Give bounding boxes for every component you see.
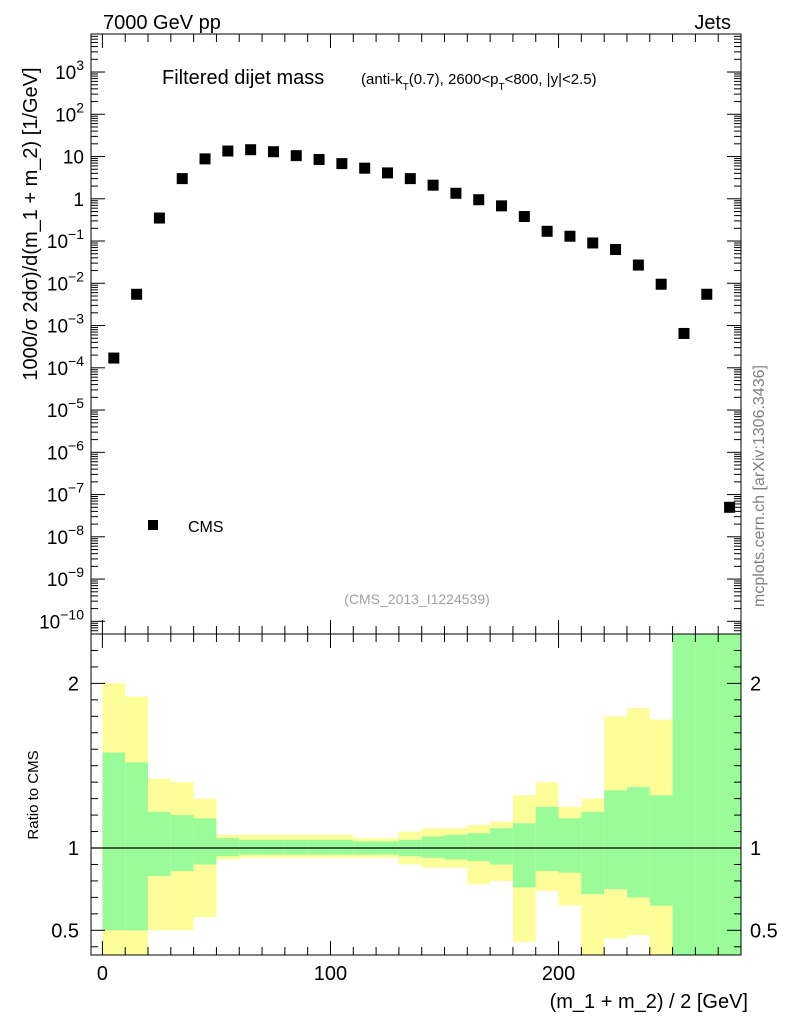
data-point (496, 200, 508, 212)
data-point (336, 158, 348, 170)
x-axis: 0 100 200 (97, 34, 742, 985)
data-point (222, 145, 234, 157)
y-tick-label: 1 (73, 190, 84, 211)
green-band-bin (284, 839, 308, 855)
main-y-axis: 10310210110−110−210−310−410−510−610−710−… (39, 35, 741, 633)
data-point (290, 150, 302, 162)
y-tick-label: 10−9 (47, 564, 84, 591)
y-tick-label: 10−7 (47, 480, 84, 507)
plot-title-main: Filtered dijet mass (162, 67, 324, 89)
green-band-bin (170, 815, 194, 872)
green-band-bin (695, 634, 719, 955)
data-points (108, 144, 736, 513)
green-band-bin (239, 839, 263, 855)
green-band-bin (558, 818, 582, 873)
y-tick-label: 10 (63, 148, 84, 169)
green-band-bin (262, 839, 285, 855)
x-axis-label: (m_1 + m_2) / 2 [GeV] (550, 991, 748, 1013)
data-point (678, 327, 690, 339)
data-point (427, 179, 439, 191)
header-category: Jets (694, 12, 731, 34)
plot-title-sub: (anti-kT(0.7), 2600<pT<800, |y|<2.5) (361, 71, 597, 93)
green-band-bin (512, 823, 536, 888)
green-band-bin (581, 811, 605, 895)
y-tick-label: 10−3 (47, 311, 84, 338)
green-band-bin (148, 811, 171, 876)
y-tick-label: 10−4 (47, 353, 84, 380)
data-point (131, 288, 143, 300)
data-point (381, 167, 393, 179)
y-tick-label: 10−8 (47, 522, 84, 549)
x-tick-label: 200 (542, 963, 575, 985)
data-point (245, 144, 257, 156)
x-tick-label: 0 (97, 963, 108, 985)
data-point (587, 237, 599, 249)
y-tick-label: 10−2 (47, 268, 84, 295)
y-axis-label: 1000/σ 2dσ)/d(m_1 + m_2) [1/GeV] (20, 67, 42, 380)
green-band-bin (330, 839, 354, 855)
data-point (267, 146, 279, 158)
green-band-bin (102, 752, 126, 931)
data-point (610, 244, 622, 256)
ratio-y-axis: 2 2 1 1 0.5 0.5 (51, 633, 778, 948)
data-point (655, 278, 667, 290)
data-point (176, 173, 188, 185)
ratio-y-tick-label: 0.5 (51, 920, 79, 942)
green-band-bin (649, 795, 673, 906)
plot-title: Filtered dijet mass (162, 67, 324, 89)
green-band-bin (467, 833, 491, 862)
data-point (632, 259, 644, 271)
data-point (450, 187, 462, 199)
legend-marker (148, 520, 158, 530)
data-point (153, 212, 165, 224)
green-band-bin (672, 634, 696, 955)
green-band-bin (626, 787, 650, 898)
green-band-bin (307, 839, 331, 855)
ratio-y-tick-label: 2 (68, 673, 79, 695)
ratio-plot-frame (90, 633, 742, 956)
ratio-y-axis-label: Ratio to CMS (25, 750, 42, 839)
header-energy: 7000 GeV pp (103, 12, 221, 34)
data-point (724, 501, 736, 513)
y-tick-label: 10−6 (47, 437, 84, 464)
green-band-bin (535, 806, 559, 872)
main-plot-frame (90, 33, 742, 635)
ratio-y-tick-label-right: 0.5 (750, 920, 778, 942)
data-point (359, 162, 371, 174)
y-tick-label: 10−10 (39, 606, 84, 633)
green-band-bin (718, 634, 741, 955)
ratio-y-tick-label: 1 (68, 838, 79, 860)
green-band-bin (193, 818, 217, 865)
ratio-y-tick-label-right: 1 (750, 838, 761, 860)
y-tick-label: 102 (55, 99, 84, 126)
data-point (701, 288, 713, 300)
green-band-bin (421, 836, 445, 858)
data-point (541, 225, 553, 237)
analysis-id: (CMS_2013_I1224539) (344, 591, 490, 607)
data-point (108, 352, 120, 364)
data-point (473, 194, 485, 206)
green-band-bin (125, 762, 149, 931)
ratio-y-tick-label-right: 2 (750, 673, 761, 695)
y-tick-label: 10−5 (47, 395, 84, 422)
legend-label: CMS (188, 519, 224, 536)
data-point (564, 230, 576, 242)
ratio-bands (102, 634, 741, 955)
side-credit: mcplots.cern.ch [arXiv:1306.3436] (751, 365, 768, 607)
data-point (313, 154, 325, 166)
green-band-bin (216, 838, 240, 857)
y-tick-label: 103 (55, 57, 84, 84)
green-band-bin (490, 828, 513, 865)
data-point (199, 153, 211, 165)
y-tick-label: 10−1 (47, 226, 84, 253)
green-band-bin (444, 834, 468, 860)
green-band-bin (604, 790, 627, 890)
data-point (404, 173, 416, 185)
x-tick-label: 100 (314, 963, 347, 985)
data-point (518, 211, 530, 223)
